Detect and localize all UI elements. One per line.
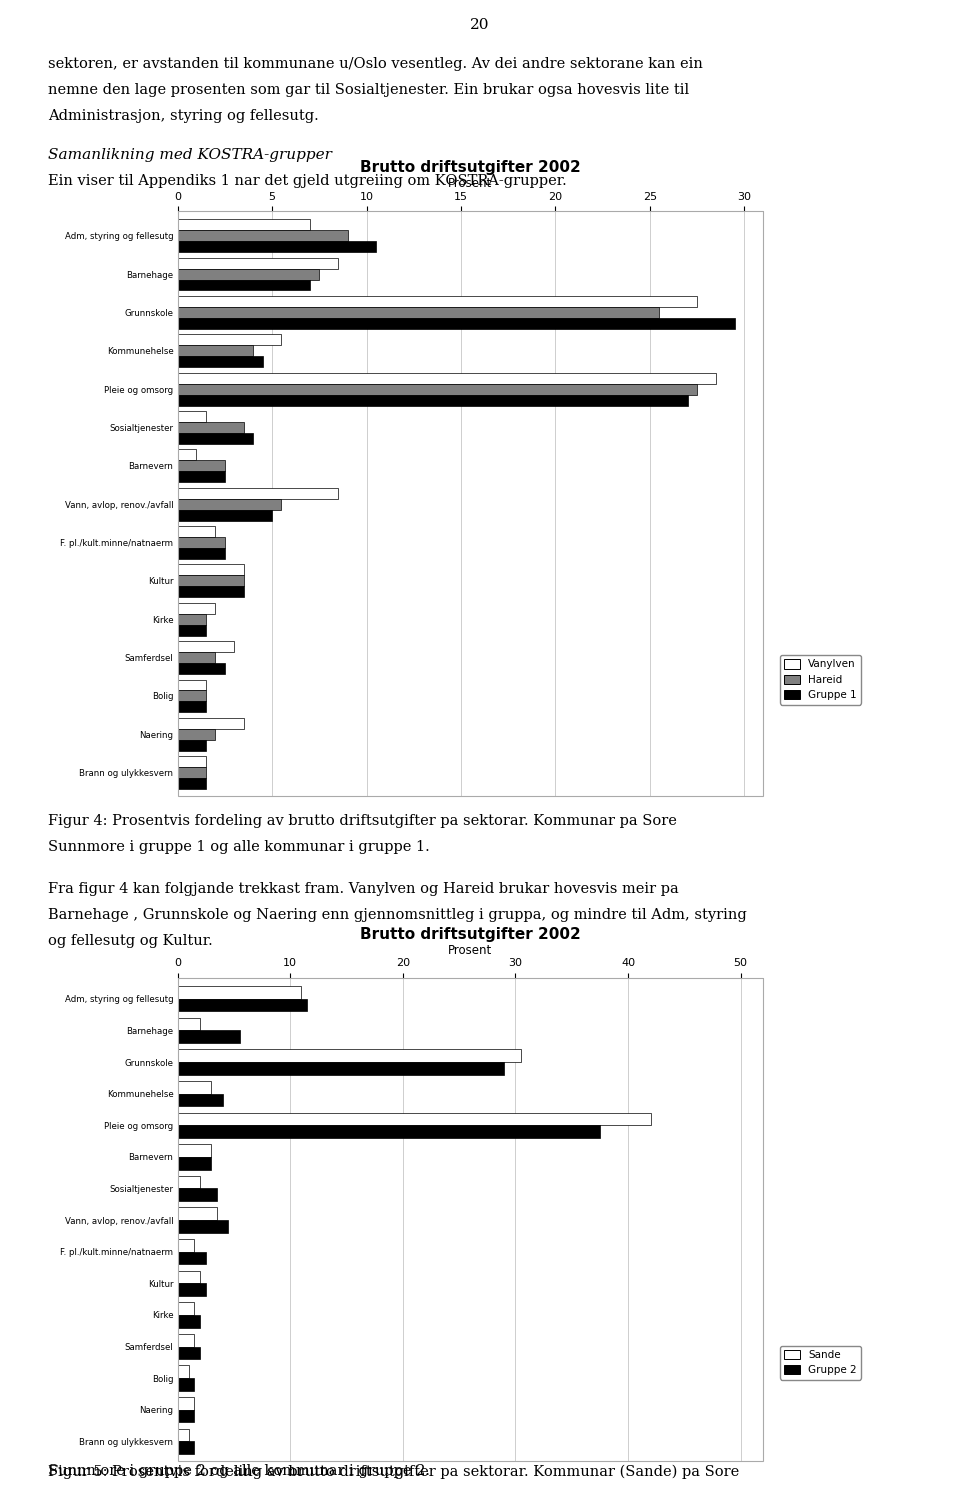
Bar bbox=[178, 1283, 205, 1296]
Bar bbox=[178, 768, 206, 778]
Bar bbox=[178, 690, 206, 701]
Bar bbox=[178, 1207, 217, 1220]
Bar bbox=[178, 1251, 205, 1265]
Bar bbox=[178, 335, 281, 345]
Bar bbox=[178, 613, 206, 625]
Bar bbox=[178, 548, 225, 559]
Bar bbox=[178, 384, 697, 394]
Bar bbox=[178, 987, 301, 998]
Bar bbox=[178, 1397, 195, 1409]
Legend: Sande, Gruppe 2: Sande, Gruppe 2 bbox=[780, 1345, 861, 1379]
Bar bbox=[178, 652, 215, 664]
Bar bbox=[178, 664, 225, 674]
Bar bbox=[178, 307, 660, 318]
Bar bbox=[178, 527, 215, 537]
Bar bbox=[178, 231, 348, 241]
Bar bbox=[178, 460, 225, 472]
Bar bbox=[178, 280, 310, 290]
Bar bbox=[178, 268, 320, 280]
Bar bbox=[178, 423, 244, 433]
Legend: Vanylven, Hareid, Gruppe 1: Vanylven, Hareid, Gruppe 1 bbox=[780, 655, 861, 704]
Bar bbox=[178, 1176, 200, 1189]
Bar bbox=[178, 394, 687, 406]
Bar bbox=[178, 356, 263, 368]
Bar bbox=[178, 1125, 600, 1138]
Bar bbox=[178, 641, 234, 652]
Bar bbox=[178, 1240, 195, 1251]
Bar bbox=[178, 729, 215, 740]
Bar bbox=[178, 603, 215, 613]
Text: Sunnmore i gruppe 2 og alle kommunar i gruppe 2.: Sunnmore i gruppe 2 og alle kommunar i g… bbox=[48, 1464, 430, 1478]
X-axis label: Prosent: Prosent bbox=[448, 177, 492, 190]
Bar bbox=[178, 1049, 521, 1062]
Title: Brutto driftsutgifter 2002: Brutto driftsutgifter 2002 bbox=[360, 927, 581, 942]
Bar bbox=[178, 1031, 240, 1043]
Bar bbox=[178, 778, 206, 789]
Bar bbox=[178, 241, 376, 251]
Bar bbox=[178, 586, 244, 597]
X-axis label: Prosent: Prosent bbox=[448, 943, 492, 957]
Bar bbox=[178, 318, 734, 329]
Bar bbox=[178, 740, 206, 751]
Text: sektoren, er avstanden til kommunane u/Oslo vesentleg. Av dei andre sektorane ka: sektoren, er avstanden til kommunane u/O… bbox=[48, 57, 703, 70]
Text: nemne den lage prosenten som gar til Sosialtjenester. Ein brukar ogsa hovesvis l: nemne den lage prosenten som gar til Sos… bbox=[48, 82, 689, 97]
Bar bbox=[178, 257, 338, 268]
Text: Figur 5: Prosentvis fordeling av brutto driftsutgifter pa sektorar. Kommunar (Sa: Figur 5: Prosentvis fordeling av brutto … bbox=[48, 1464, 739, 1479]
Text: Barnehage , Grunnskole og Naering enn gjennomsnittleg i gruppa, og mindre til Ad: Barnehage , Grunnskole og Naering enn gj… bbox=[48, 908, 747, 921]
Bar bbox=[178, 449, 197, 460]
Bar bbox=[178, 1113, 651, 1125]
Text: Samanlikning med KOSTRA-grupper: Samanlikning med KOSTRA-grupper bbox=[48, 147, 332, 162]
Bar bbox=[178, 296, 697, 307]
Text: Administrasjon, styring og fellesutg.: Administrasjon, styring og fellesutg. bbox=[48, 109, 319, 122]
Bar bbox=[178, 1018, 200, 1031]
Bar bbox=[178, 1094, 223, 1106]
Bar bbox=[178, 537, 225, 548]
Text: Sunnmore i gruppe 1 og alle kommunar i gruppe 1.: Sunnmore i gruppe 1 og alle kommunar i g… bbox=[48, 839, 430, 854]
Bar bbox=[178, 1189, 217, 1201]
Text: Fra figur 4 kan folgjande trekkast fram. Vanylven og Hareid brukar hovesvis meir: Fra figur 4 kan folgjande trekkast fram.… bbox=[48, 881, 679, 896]
Bar bbox=[178, 1080, 211, 1094]
Bar bbox=[178, 1347, 200, 1359]
Bar bbox=[178, 510, 272, 521]
Bar bbox=[178, 576, 244, 586]
Bar bbox=[178, 345, 253, 356]
Bar bbox=[178, 1442, 195, 1454]
Bar bbox=[178, 1428, 189, 1442]
Bar bbox=[178, 717, 244, 729]
Bar bbox=[178, 498, 281, 510]
Bar bbox=[178, 701, 206, 713]
Bar bbox=[178, 411, 206, 423]
Bar bbox=[178, 372, 716, 384]
Bar bbox=[178, 433, 253, 443]
Bar bbox=[178, 1378, 195, 1391]
Bar bbox=[178, 756, 206, 768]
Bar bbox=[178, 1156, 211, 1170]
Bar bbox=[178, 564, 244, 576]
Text: og fellesutg og Kultur.: og fellesutg og Kultur. bbox=[48, 934, 213, 948]
Title: Brutto driftsutgifter 2002: Brutto driftsutgifter 2002 bbox=[360, 161, 581, 176]
Bar bbox=[178, 1366, 189, 1378]
Bar bbox=[178, 1271, 200, 1283]
Bar bbox=[178, 1144, 211, 1156]
Bar bbox=[178, 219, 310, 231]
Bar bbox=[178, 1220, 228, 1232]
Bar bbox=[178, 488, 338, 498]
Bar bbox=[178, 1302, 195, 1315]
Bar bbox=[178, 680, 206, 690]
Bar bbox=[178, 998, 307, 1012]
Text: Ein viser til Appendiks 1 nar det gjeld utgreiing om KOSTRA-grupper.: Ein viser til Appendiks 1 nar det gjeld … bbox=[48, 174, 566, 187]
Text: Figur 4: Prosentvis fordeling av brutto driftsutgifter pa sektorar. Kommunar pa : Figur 4: Prosentvis fordeling av brutto … bbox=[48, 814, 677, 827]
Bar bbox=[178, 1333, 195, 1347]
Bar bbox=[178, 1409, 195, 1423]
Bar bbox=[178, 1062, 504, 1074]
Bar bbox=[178, 1315, 200, 1327]
Bar bbox=[178, 472, 225, 482]
Bar bbox=[178, 625, 206, 635]
Text: 20: 20 bbox=[470, 18, 490, 31]
